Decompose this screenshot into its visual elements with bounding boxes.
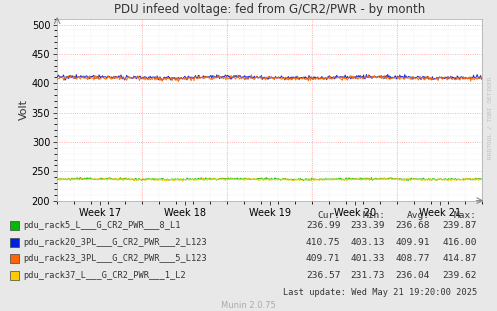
Text: pdu_rack23_3PL___G_CR2_PWR___5_L123: pdu_rack23_3PL___G_CR2_PWR___5_L123 xyxy=(23,254,207,263)
Text: pdu_rack37_L___G_CR2_PWR___1_L2: pdu_rack37_L___G_CR2_PWR___1_L2 xyxy=(23,271,186,280)
Text: 401.33: 401.33 xyxy=(351,254,385,263)
Text: 239.87: 239.87 xyxy=(443,221,477,230)
Text: Last update: Wed May 21 19:20:00 2025: Last update: Wed May 21 19:20:00 2025 xyxy=(283,288,477,297)
Text: 416.00: 416.00 xyxy=(443,238,477,247)
Text: 236.68: 236.68 xyxy=(396,221,430,230)
Text: Cur:: Cur: xyxy=(318,211,340,220)
Text: RRDTOOL / TOBI OETIKER: RRDTOOL / TOBI OETIKER xyxy=(487,77,492,160)
Text: Avg:: Avg: xyxy=(407,211,430,220)
Text: 236.99: 236.99 xyxy=(306,221,340,230)
Title: PDU infeed voltage: fed from G/CR2/PWR - by month: PDU infeed voltage: fed from G/CR2/PWR -… xyxy=(114,3,425,16)
Text: 403.13: 403.13 xyxy=(351,238,385,247)
Text: Munin 2.0.75: Munin 2.0.75 xyxy=(221,301,276,310)
Text: 409.71: 409.71 xyxy=(306,254,340,263)
Text: 231.73: 231.73 xyxy=(351,271,385,280)
Text: 236.04: 236.04 xyxy=(396,271,430,280)
Text: 239.62: 239.62 xyxy=(443,271,477,280)
Text: 236.57: 236.57 xyxy=(306,271,340,280)
Text: pdu_rack5_L___G_CR2_PWR___8_L1: pdu_rack5_L___G_CR2_PWR___8_L1 xyxy=(23,221,181,230)
Text: 233.39: 233.39 xyxy=(351,221,385,230)
Y-axis label: Volt: Volt xyxy=(19,99,29,120)
Text: 414.87: 414.87 xyxy=(443,254,477,263)
Text: Max:: Max: xyxy=(454,211,477,220)
Text: 409.91: 409.91 xyxy=(396,238,430,247)
Text: 410.75: 410.75 xyxy=(306,238,340,247)
Text: Min:: Min: xyxy=(362,211,385,220)
Text: 408.77: 408.77 xyxy=(396,254,430,263)
Text: pdu_rack20_3PL___G_CR2_PWR___2_L123: pdu_rack20_3PL___G_CR2_PWR___2_L123 xyxy=(23,238,207,247)
